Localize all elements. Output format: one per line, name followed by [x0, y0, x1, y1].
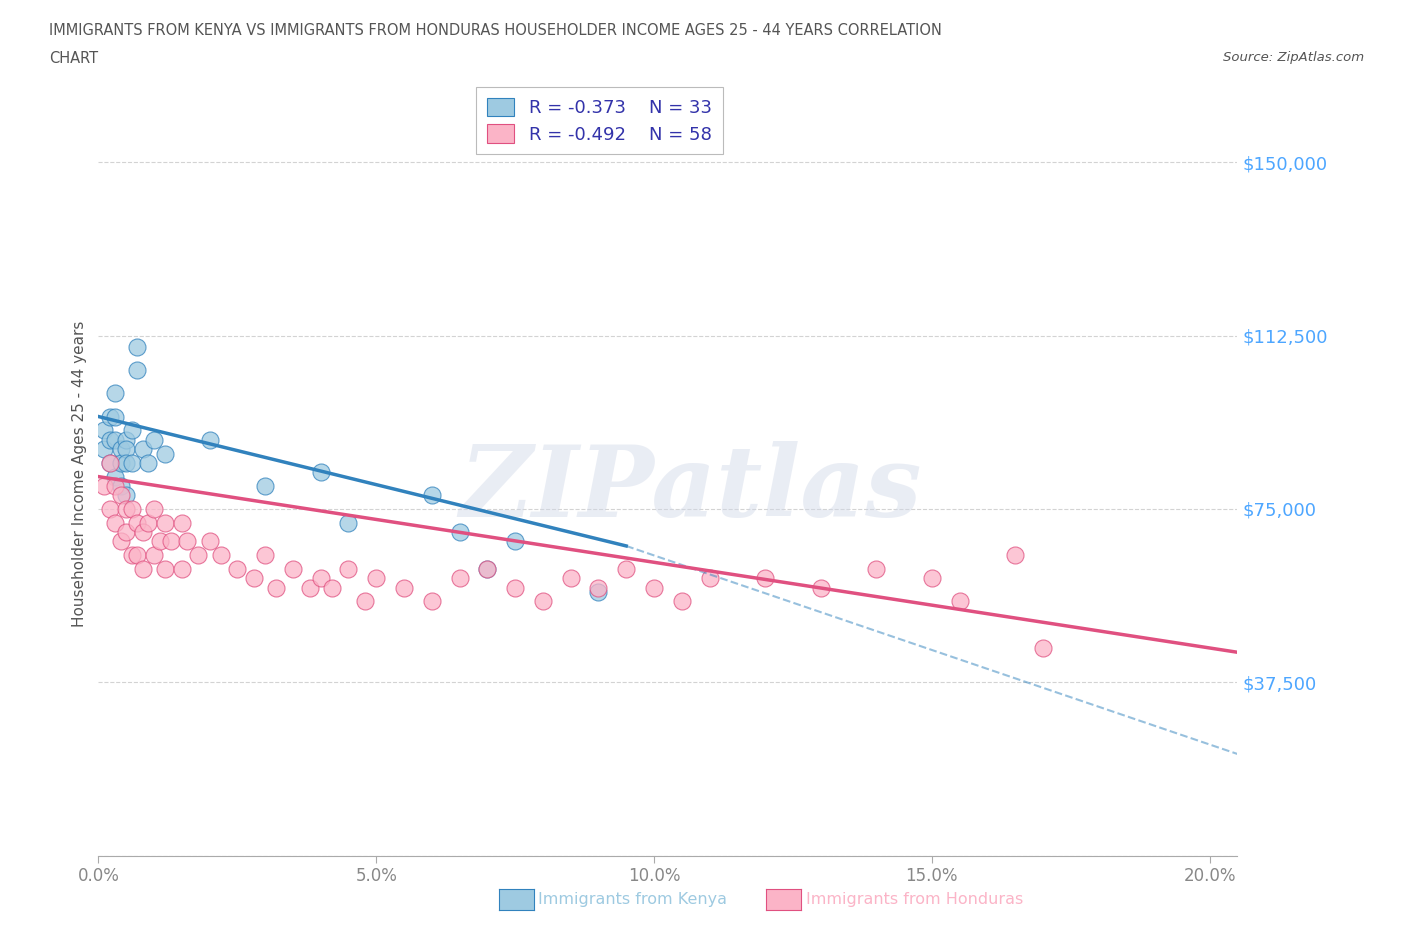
Point [115, 525, 138, 539]
Point [98, 456, 121, 471]
Point [93, 478, 115, 493]
Point [354, 594, 377, 609]
Point [588, 585, 610, 600]
Point [153, 515, 176, 530]
Point [392, 580, 415, 595]
Point [176, 534, 198, 549]
Point [153, 562, 176, 577]
Y-axis label: Householder Income Ages 25 - 44 years: Householder Income Ages 25 - 44 years [72, 321, 87, 628]
Point [420, 487, 443, 502]
Point [148, 534, 170, 549]
Point [1032, 640, 1054, 655]
Point [449, 525, 471, 539]
Point [477, 562, 499, 577]
Point [948, 594, 970, 609]
Point [170, 515, 193, 530]
Point [264, 580, 287, 595]
Point [159, 534, 181, 549]
Point [115, 442, 138, 457]
Point [132, 525, 155, 539]
Point [321, 580, 343, 595]
Point [921, 571, 943, 586]
Point [127, 363, 149, 378]
Text: ZIPatlas: ZIPatlas [460, 442, 922, 538]
Point [121, 456, 143, 471]
Point [98, 456, 121, 471]
Point [110, 456, 132, 471]
Point [366, 571, 388, 586]
Point [104, 409, 127, 424]
Point [588, 580, 610, 595]
Point [143, 548, 166, 563]
Legend: R = -0.373    N = 33, R = -0.492    N = 58: R = -0.373 N = 33, R = -0.492 N = 58 [477, 86, 723, 154]
Point [281, 562, 304, 577]
Point [1004, 548, 1026, 563]
Text: Source: ZipAtlas.com: Source: ZipAtlas.com [1223, 51, 1364, 64]
Point [132, 442, 155, 457]
Point [337, 515, 360, 530]
Text: Immigrants from Honduras: Immigrants from Honduras [806, 892, 1024, 907]
Point [449, 571, 471, 586]
Point [104, 515, 127, 530]
Point [198, 534, 221, 549]
Point [309, 571, 332, 586]
Point [754, 571, 776, 586]
Point [138, 515, 160, 530]
Point [115, 501, 138, 516]
Point [254, 478, 277, 493]
Point [226, 562, 249, 577]
Text: Immigrants from Kenya: Immigrants from Kenya [538, 892, 727, 907]
Point [309, 465, 332, 480]
Point [98, 409, 121, 424]
Point [209, 548, 232, 563]
Point [560, 571, 582, 586]
Point [170, 562, 193, 577]
Point [110, 487, 132, 502]
Point [865, 562, 887, 577]
Point [503, 534, 526, 549]
Point [104, 386, 127, 401]
Point [477, 562, 499, 577]
Point [298, 580, 321, 595]
Point [104, 432, 127, 447]
Point [138, 456, 160, 471]
Point [110, 534, 132, 549]
Point [121, 423, 143, 438]
Point [110, 478, 132, 493]
Point [254, 548, 277, 563]
Point [420, 594, 443, 609]
Point [93, 442, 115, 457]
Point [531, 594, 554, 609]
Point [115, 487, 138, 502]
Point [810, 580, 832, 595]
Point [243, 571, 266, 586]
Point [98, 501, 121, 516]
Point [143, 501, 166, 516]
Point [127, 548, 149, 563]
Point [153, 446, 176, 461]
Point [643, 580, 665, 595]
Point [121, 501, 143, 516]
Point [93, 423, 115, 438]
Point [104, 478, 127, 493]
Point [98, 432, 121, 447]
Point [187, 548, 209, 563]
Point [115, 432, 138, 447]
Text: IMMIGRANTS FROM KENYA VS IMMIGRANTS FROM HONDURAS HOUSEHOLDER INCOME AGES 25 - 4: IMMIGRANTS FROM KENYA VS IMMIGRANTS FROM… [49, 23, 942, 38]
Point [127, 339, 149, 354]
Point [132, 562, 155, 577]
Point [104, 469, 127, 484]
Point [110, 442, 132, 457]
Point [143, 432, 166, 447]
Point [127, 515, 149, 530]
Point [121, 548, 143, 563]
Point [671, 594, 693, 609]
Point [198, 432, 221, 447]
Text: CHART: CHART [49, 51, 98, 66]
Point [115, 456, 138, 471]
Point [503, 580, 526, 595]
Point [614, 562, 637, 577]
Point [699, 571, 721, 586]
Point [337, 562, 360, 577]
